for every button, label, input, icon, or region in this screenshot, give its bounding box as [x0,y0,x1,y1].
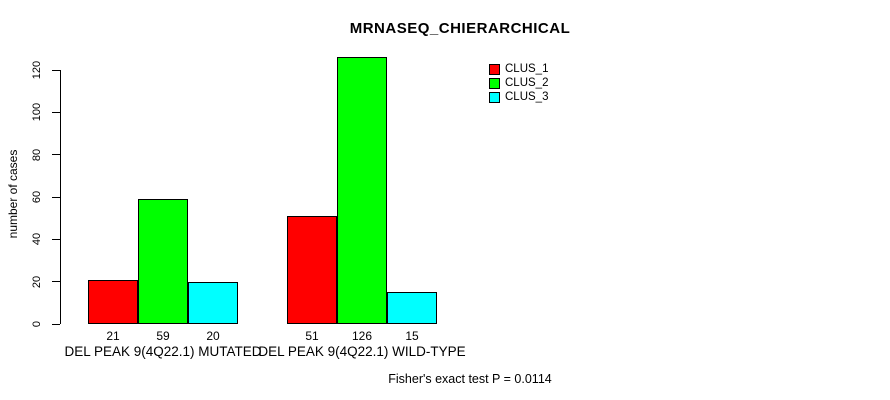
y-axis-line [60,70,61,324]
bar-clus_3-group1 [188,281,238,324]
legend-label: CLUS_1 [505,63,549,75]
y-tick-mark [52,69,60,71]
bar-clus_1-group2 [287,216,337,324]
y-tick-label: 60 [31,190,43,204]
legend-item-clus_3: CLUS_3 [489,90,548,104]
bar-value-label: 126 [351,329,373,343]
footer-annotation: Fisher's exact test P = 0.0114 [388,372,552,386]
category-label: DEL PEAK 9(4Q22.1) MUTATED [64,344,262,359]
legend-swatch-clus_2 [489,77,500,89]
chart-title: MRNASEQ_CHIERARCHICAL [349,20,571,37]
y-tick-label: 0 [31,320,43,328]
legend-item-clus_2: CLUS_2 [489,76,548,90]
bar-clus_2-group2 [337,57,387,324]
category-label: DEL PEAK 9(4Q22.1) WILD-TYPE [258,344,466,359]
bar-value-label: 51 [305,329,319,343]
y-tick-mark [52,154,60,156]
legend-swatch-clus_1 [489,63,500,75]
y-tick-label: 80 [31,148,43,161]
bar-value-label: 15 [405,329,419,343]
bar-clus_1-group1 [88,279,138,324]
y-tick-label: 40 [31,233,43,246]
legend-item-clus_1: CLUS_1 [489,62,548,76]
legend-swatch-clus_3 [489,91,500,103]
legend: CLUS_1 CLUS_2 CLUS_3 [489,62,548,104]
legend-label: CLUS_2 [505,77,549,89]
bar-value-label: 21 [106,329,120,343]
y-tick-mark [52,238,60,240]
bar-clus_3-group2 [387,292,437,324]
y-tick-mark [52,323,60,325]
legend-label: CLUS_3 [505,91,549,103]
bar-clus_2-group1 [138,199,188,324]
y-tick-mark [52,196,60,198]
y-tick-label: 120 [31,60,43,80]
y-tick-mark [52,281,60,283]
y-tick-label: 20 [31,275,43,288]
y-tick-mark [52,111,60,113]
y-axis-title: number of cases [6,149,20,239]
bar-value-label: 59 [156,329,170,343]
y-tick-label: 100 [31,103,43,122]
bar-value-label: 20 [206,329,220,343]
